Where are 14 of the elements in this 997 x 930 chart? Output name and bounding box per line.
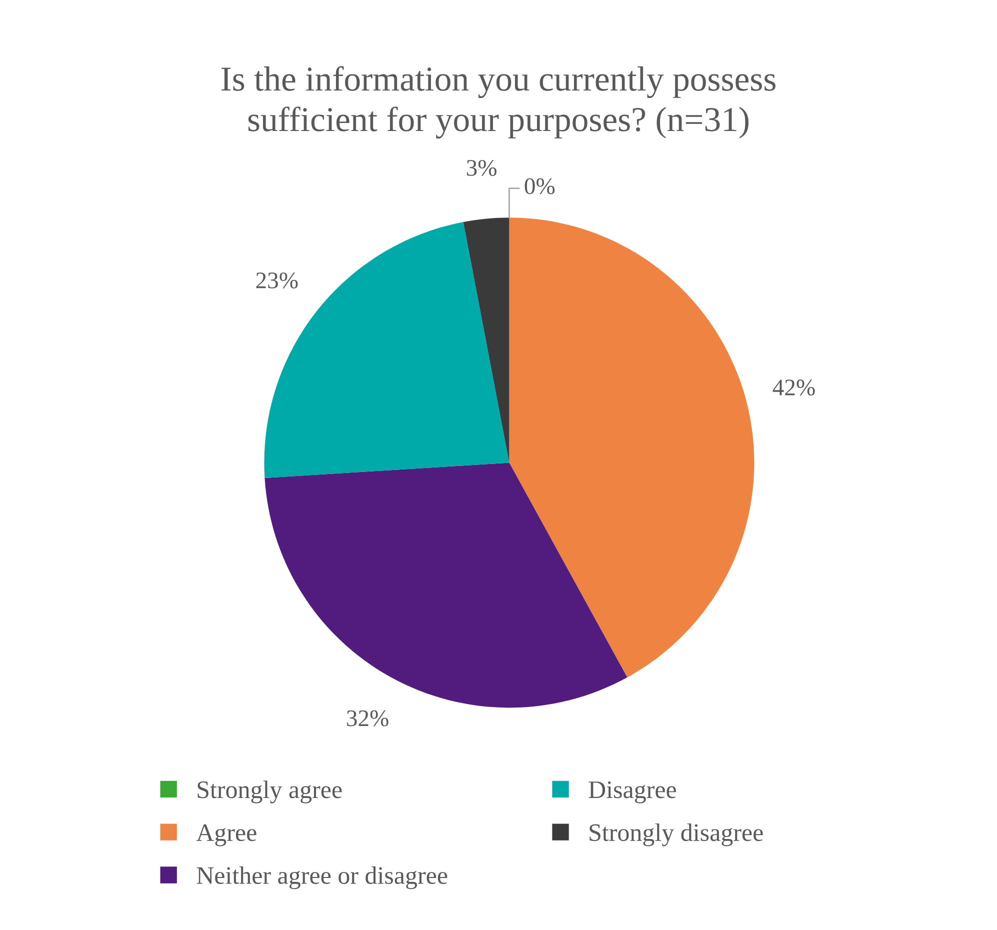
data-label: 23%: [256, 272, 298, 288]
data-label: 3%: [466, 160, 496, 176]
legend-label: Strongly disagree: [590, 823, 763, 846]
data-label: 32%: [347, 710, 388, 726]
text: 0%: [524, 178, 555, 194]
legend-label: Disagree: [588, 781, 676, 804]
legend-label: Neither agree or disagree: [196, 866, 448, 890]
data-label: 42%: [772, 380, 815, 396]
chart-title: Is the information you currently possess sufficient for your purposes? (n=31): [222, 66, 776, 139]
pie-slice: [264, 462, 628, 708]
legend-label: Strongly agree: [198, 780, 342, 804]
pie-slice: [463, 218, 510, 463]
legend-label: Agree: [196, 824, 256, 846]
pie-slice: [509, 218, 754, 678]
